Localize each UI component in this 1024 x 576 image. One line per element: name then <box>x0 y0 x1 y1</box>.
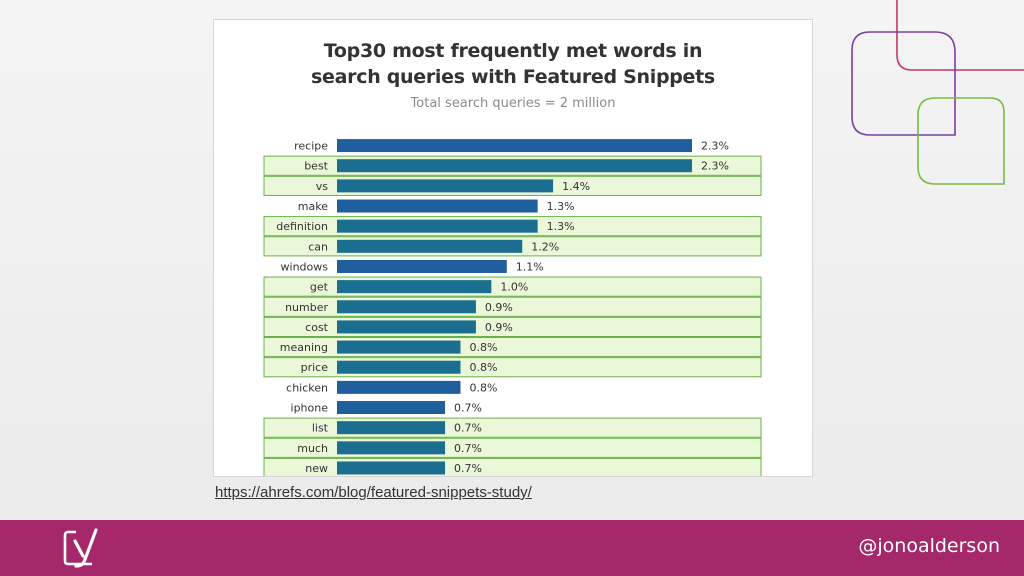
bar <box>337 259 507 273</box>
bar <box>337 280 492 294</box>
value-label: 0.7% <box>454 462 482 475</box>
value-label: 0.8% <box>469 361 497 374</box>
bar <box>337 340 461 354</box>
bar <box>337 219 538 233</box>
value-label: 2.3% <box>701 140 729 153</box>
value-label: 0.8% <box>469 381 497 394</box>
value-label: 1.3% <box>547 200 575 213</box>
value-label: 1.1% <box>516 260 544 273</box>
deco-magenta-line <box>896 0 1024 71</box>
category-label: meaning <box>280 341 328 354</box>
bar <box>337 380 461 394</box>
value-label: 1.0% <box>500 281 528 294</box>
bar <box>337 139 692 153</box>
category-label: vs <box>316 180 329 193</box>
value-label: 0.9% <box>485 301 513 314</box>
yoast-logo-icon <box>63 528 98 568</box>
chart-title-line-2: search queries with Featured Snippets <box>311 66 715 88</box>
value-label: 0.7% <box>454 422 482 435</box>
deco-green-square <box>917 97 1005 185</box>
bar <box>337 360 461 374</box>
author-handle: @jonoalderson <box>858 535 1000 557</box>
category-label: iphone <box>291 402 329 415</box>
chart-card: Top30 most frequently met words in searc… <box>213 19 813 477</box>
bar <box>337 199 538 213</box>
category-label: best <box>304 160 328 173</box>
value-label: 0.7% <box>454 402 482 415</box>
category-label: make <box>298 200 328 213</box>
chart-title-line-1: Top30 most frequently met words in <box>323 40 703 62</box>
value-label: 2.3% <box>701 160 729 173</box>
category-label: recipe <box>294 140 328 153</box>
category-label: much <box>297 442 328 455</box>
category-label: can <box>308 240 328 253</box>
bar <box>337 401 446 415</box>
bar <box>337 300 476 314</box>
deco-purple-square <box>851 31 956 136</box>
category-label: list <box>312 422 329 435</box>
chart-subtitle: Total search queries = 2 million <box>410 96 616 111</box>
source-link[interactable]: https://ahrefs.com/blog/featured-snippet… <box>215 484 532 501</box>
category-label: definition <box>276 220 328 233</box>
value-label: 0.9% <box>485 321 513 334</box>
category-label: chicken <box>286 381 328 394</box>
footer-bar: @jonoalderson <box>0 520 1024 576</box>
value-label: 0.8% <box>469 341 497 354</box>
bar <box>337 441 446 455</box>
category-label: get <box>310 281 329 294</box>
category-label: new <box>305 462 328 475</box>
bar <box>337 239 523 253</box>
value-label: 0.7% <box>454 442 482 455</box>
category-label: cost <box>305 321 329 334</box>
bar <box>337 461 446 475</box>
bar-chart: recipe 2.3% best 2.3% vs 1.4% make 1.3% definiti… <box>263 139 762 476</box>
category-label: number <box>285 301 328 314</box>
value-label: 1.4% <box>562 180 590 193</box>
decorative-shapes <box>851 0 1024 185</box>
category-label: price <box>301 361 329 374</box>
value-label: 1.2% <box>531 240 559 253</box>
bar <box>337 159 692 173</box>
bar <box>337 179 554 193</box>
value-label: 1.3% <box>547 220 575 233</box>
bar <box>337 320 476 334</box>
category-label: windows <box>281 260 329 273</box>
bar <box>337 421 446 435</box>
